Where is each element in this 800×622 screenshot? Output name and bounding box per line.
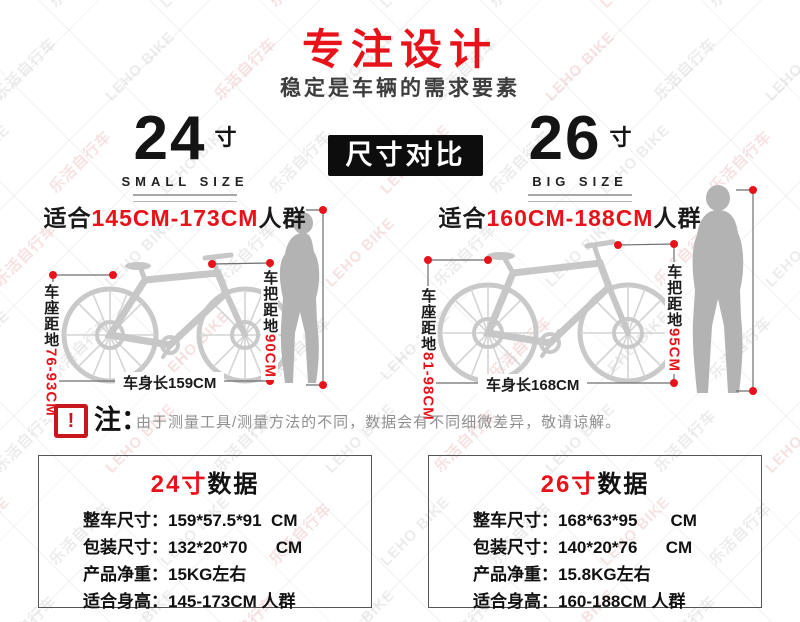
fit-range-24: 适合145CM-173CM人群 — [10, 199, 340, 233]
diagram-26 — [424, 185, 757, 395]
handle-height-label-24: 车把距地90CM — [261, 268, 279, 381]
seat-24-name: 车座距地 — [42, 284, 60, 348]
length-26-value: 168CM — [531, 377, 580, 394]
watermark-text: LEHO BIKE — [0, 493, 14, 569]
diagram-24 — [49, 206, 327, 389]
watermark-text: LEHO BIKE — [377, 0, 453, 12]
watermark-text: 乐活自行车 — [264, 0, 335, 11]
person-silhouette-26 — [692, 185, 744, 393]
handle-height-label-26: 车把距地95CM — [665, 262, 683, 375]
note-label: 注： — [94, 405, 148, 435]
table-row: 包装尺寸：132*20*70 CM — [83, 538, 303, 557]
fit-26-range: 160CM-188CM — [486, 205, 654, 231]
size-26-unit: 寸 — [609, 125, 632, 150]
watermark-text: LEHO BIKE — [0, 0, 13, 12]
table-24-title-text: 数据 — [207, 471, 260, 498]
table-24-title: 24寸数据 — [39, 464, 371, 499]
warning-icon: ! — [54, 404, 88, 438]
data-table-26: 26寸数据 整车尺寸：168*63*95 CM 包装尺寸：140*20*76 C… — [428, 455, 762, 611]
size-header-24: 24 寸 SMALL SIZE — [95, 108, 275, 202]
fit-range-26: 适合160CM-188CM人群 — [405, 199, 735, 233]
table-26-title-text: 数据 — [597, 471, 650, 498]
table-row: 产品净重：15KG左右 — [83, 565, 247, 584]
size-24-unit: 寸 — [214, 125, 237, 150]
fit-24-range: 145CM-173CM — [91, 205, 259, 231]
size-26-underline — [528, 194, 632, 202]
data-table-24: 24寸数据 整车尺寸：159*57.5*91 CM 包装尺寸：132*20*70… — [38, 455, 372, 611]
handle-26-value: 95CM — [665, 328, 683, 373]
size-26-number: 26 — [528, 104, 602, 173]
handle-24-name: 车把距地 — [261, 270, 279, 334]
size-24-number: 24 — [133, 104, 207, 173]
handle-24-value: 90CM — [261, 334, 279, 379]
fit-26-prefix: 适合 — [438, 205, 487, 231]
seat-26-name: 车座距地 — [419, 288, 437, 352]
length-label-24: 车身长159CM — [115, 372, 225, 393]
watermark-text: 乐活自行车 — [484, 0, 555, 11]
table-24-rows: 整车尺寸：159*57.5*91 CM 包装尺寸：132*20*70 CM 产品… — [83, 507, 371, 615]
table-row: 适合身高：160-188CM 人群 — [473, 592, 686, 611]
table-26-title: 26寸数据 — [429, 464, 761, 499]
table-row: 整车尺寸：168*63*95 CM — [473, 511, 697, 530]
table-row: 整车尺寸：159*57.5*91 CM — [83, 511, 298, 530]
size-24-underline — [133, 194, 237, 202]
bike-silhouette-26 — [437, 239, 679, 384]
person-silhouette-24 — [279, 212, 320, 383]
page-subtitle: 稳定是车辆的需求要素 — [280, 77, 520, 100]
size-24-tag: SMALL SIZE — [121, 174, 249, 189]
size-24-number-row: 24 寸 — [95, 108, 275, 170]
table-row: 产品净重：15.8KG左右 — [473, 565, 651, 584]
table-row: 包装尺寸：140*20*76 CM — [473, 538, 693, 557]
size-header-26: 26 寸 BIG SIZE — [490, 108, 670, 202]
length-label-26: 车身长168CM — [478, 374, 588, 395]
seat-26-value: 81-98CM — [419, 352, 437, 421]
table-24-title-size: 24寸 — [150, 471, 208, 498]
fit-26-suffix: 人群 — [653, 205, 702, 231]
watermark-text: LEHO BIKE — [0, 307, 14, 383]
table-26-title-size: 26寸 — [540, 471, 598, 498]
watermark-text: 乐活自行车 — [266, 127, 336, 197]
bike-silhouette-24 — [61, 252, 294, 384]
watermark-text: LEHO BIKE — [762, 586, 800, 622]
length-26-name: 车身长 — [486, 377, 532, 394]
length-24-value: 159CM — [168, 375, 217, 392]
length-24-name: 车身长 — [123, 375, 169, 392]
seat-height-label-24: 车座距地76-93CM — [42, 282, 60, 419]
table-row: 适合身高：145-173CM 人群 — [83, 592, 296, 611]
watermark-text: LEHO BIKE — [597, 0, 673, 12]
seat-height-label-26: 车座距地81-98CM — [419, 286, 437, 423]
seat-24-value: 76-93CM — [42, 348, 60, 417]
watermark-text: LEHO BIKE — [762, 400, 800, 477]
watermark-text: 乐活自行车 — [704, 0, 775, 11]
size-26-number-row: 26 寸 — [490, 108, 670, 170]
compare-badge: 尺寸对比 — [328, 135, 483, 176]
handle-26-name: 车把距地 — [665, 264, 683, 328]
page-title: 专注设计 — [301, 26, 498, 73]
table-26-rows: 整车尺寸：168*63*95 CM 包装尺寸：140*20*76 CM 产品净重… — [473, 507, 761, 615]
watermark-text: LEHO BIKE — [0, 121, 14, 197]
watermark-text: 乐活自行车 — [44, 0, 115, 11]
note-text: 由于测量工具/测量方法的不同，数据会有不同细微差异，敬请谅解。 — [136, 414, 622, 431]
fit-24-suffix: 人群 — [258, 205, 307, 231]
fit-24-prefix: 适合 — [43, 205, 92, 231]
watermark-text: LEHO BIKE — [157, 0, 233, 12]
size-26-tag: BIG SIZE — [532, 174, 628, 189]
